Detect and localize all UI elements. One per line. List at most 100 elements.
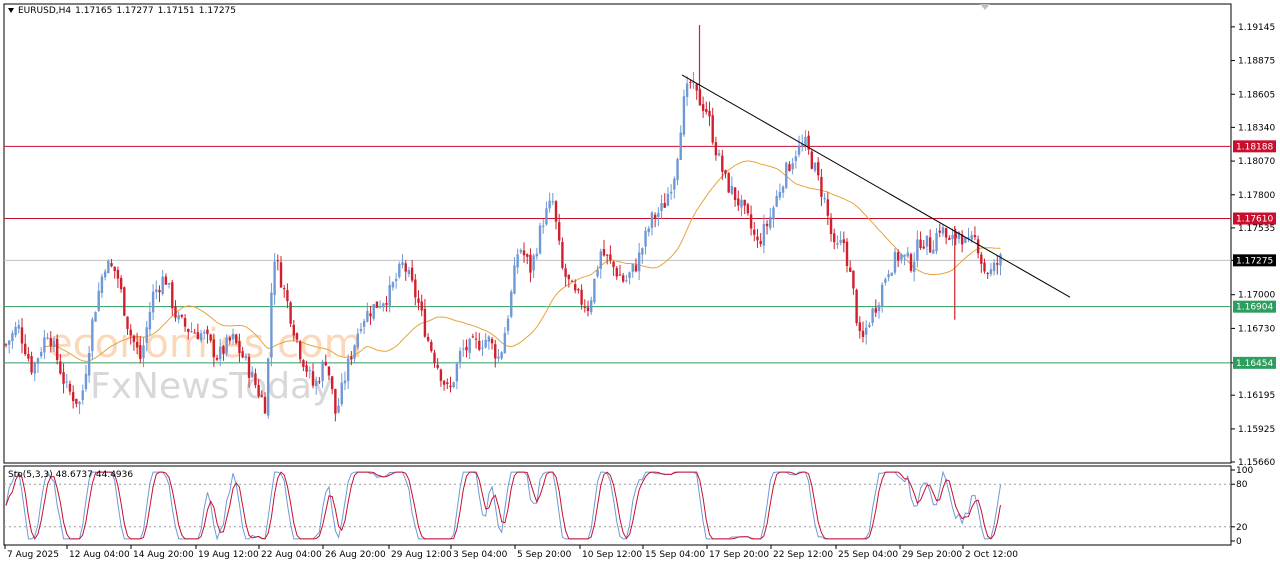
candle-body bbox=[673, 178, 676, 190]
scroll-marker-icon[interactable] bbox=[980, 4, 990, 10]
candle-body bbox=[295, 333, 299, 340]
candle-body bbox=[989, 269, 993, 275]
candle-body bbox=[976, 239, 980, 254]
candle-body bbox=[935, 232, 938, 252]
candle-body bbox=[500, 352, 503, 359]
candle-body bbox=[407, 270, 411, 275]
price-tick-label: 1.19145 bbox=[1238, 23, 1275, 33]
candle-body bbox=[526, 254, 529, 257]
candle-body bbox=[391, 282, 395, 288]
candle-body bbox=[145, 327, 148, 343]
candle-body bbox=[644, 230, 647, 247]
watermark-line2: FxNewsToday bbox=[90, 366, 333, 407]
level-badge-label: 1.17275 bbox=[1236, 256, 1273, 266]
candle-body bbox=[20, 327, 24, 344]
candle-body bbox=[244, 356, 248, 359]
candle-body bbox=[749, 214, 753, 229]
level-badge-label: 1.16904 bbox=[1236, 303, 1273, 313]
candle-body bbox=[39, 351, 43, 357]
candle-body bbox=[177, 315, 180, 320]
candle-body bbox=[442, 380, 446, 385]
candle-body bbox=[960, 234, 964, 245]
candle-body bbox=[33, 362, 36, 374]
candle-body bbox=[717, 153, 721, 156]
level-badge bbox=[1233, 254, 1276, 267]
trendline-layer[interactable] bbox=[681, 74, 1071, 298]
candle-body bbox=[193, 332, 196, 334]
candle-body bbox=[17, 325, 20, 329]
candle-body bbox=[356, 333, 359, 348]
level-badge bbox=[1233, 356, 1276, 369]
candle-body bbox=[545, 208, 548, 225]
candle-body bbox=[685, 83, 689, 97]
candle-body bbox=[647, 228, 650, 233]
candle-body bbox=[756, 236, 759, 241]
candle-body bbox=[996, 263, 999, 265]
candle-body bbox=[599, 251, 602, 269]
candle-body bbox=[900, 254, 903, 260]
candle-body bbox=[829, 217, 833, 234]
level-badge bbox=[1233, 212, 1276, 225]
time-tick-label: 10 Sep 12:00 bbox=[582, 550, 642, 560]
candle-body bbox=[279, 262, 283, 288]
candle-body bbox=[155, 289, 158, 292]
candle-body bbox=[596, 269, 599, 277]
trendline[interactable] bbox=[681, 74, 1071, 298]
candle-body bbox=[916, 239, 919, 261]
candle-body bbox=[852, 270, 855, 289]
candle-body bbox=[548, 200, 551, 209]
candle-body bbox=[833, 233, 836, 243]
candle-body bbox=[682, 96, 686, 135]
candle-body bbox=[561, 241, 564, 268]
time-tick-label: 14 Aug 20:00 bbox=[133, 550, 194, 560]
candle-body bbox=[618, 274, 622, 276]
candle-body bbox=[87, 352, 91, 376]
candle-body bbox=[676, 159, 679, 181]
candle-body bbox=[957, 232, 961, 239]
candle-body bbox=[583, 306, 586, 308]
candle-body bbox=[23, 343, 27, 355]
candle-body bbox=[621, 275, 625, 282]
candle-body bbox=[615, 267, 618, 277]
price-tick-label: 1.18340 bbox=[1238, 123, 1275, 133]
candle-body bbox=[558, 222, 561, 241]
candle-body bbox=[823, 197, 826, 200]
chart-menu-icon[interactable] bbox=[8, 8, 14, 13]
candle-body bbox=[289, 302, 292, 324]
candle-body bbox=[164, 276, 168, 285]
candle-body bbox=[135, 341, 139, 348]
price-tick-label: 1.17535 bbox=[1238, 224, 1275, 234]
candle-body bbox=[286, 290, 289, 302]
stochastic-tick-label: 100 bbox=[1236, 466, 1253, 476]
candle-body bbox=[267, 358, 270, 416]
candle-body bbox=[513, 265, 516, 294]
candle-body bbox=[314, 381, 318, 387]
chart-header: EURUSD,H4 1.17165 1.17277 1.17151 1.17275 bbox=[8, 6, 240, 16]
time-tick-label: 5 Sep 20:00 bbox=[517, 550, 572, 560]
candle-body bbox=[801, 144, 804, 147]
candle-body bbox=[139, 345, 142, 359]
candle-body bbox=[564, 268, 567, 277]
candle-body bbox=[225, 337, 228, 354]
candle-body bbox=[346, 358, 350, 382]
price-axis: 1.19145 1.18875 1.18605 1.18340 1.18070 1.178… bbox=[1231, 23, 1275, 468]
candle-body bbox=[196, 332, 200, 340]
candle-body bbox=[55, 338, 59, 361]
candle-body bbox=[385, 303, 388, 305]
candle-body bbox=[999, 254, 1002, 266]
candle-body bbox=[589, 300, 593, 313]
time-tick-label: 2 Oct 12:00 bbox=[965, 550, 1018, 560]
candle-body bbox=[398, 263, 401, 277]
candle-body bbox=[701, 104, 705, 111]
candle-body bbox=[727, 173, 730, 193]
candle-body bbox=[951, 234, 954, 239]
candle-body bbox=[762, 223, 766, 246]
candle-body bbox=[59, 361, 62, 374]
time-tick-label: 15 Sep 04:00 bbox=[645, 550, 705, 560]
candle-body bbox=[113, 266, 116, 272]
candle-body bbox=[516, 254, 519, 268]
candle-body bbox=[254, 373, 257, 386]
candle-body bbox=[241, 351, 244, 358]
level-badge bbox=[1233, 140, 1276, 153]
